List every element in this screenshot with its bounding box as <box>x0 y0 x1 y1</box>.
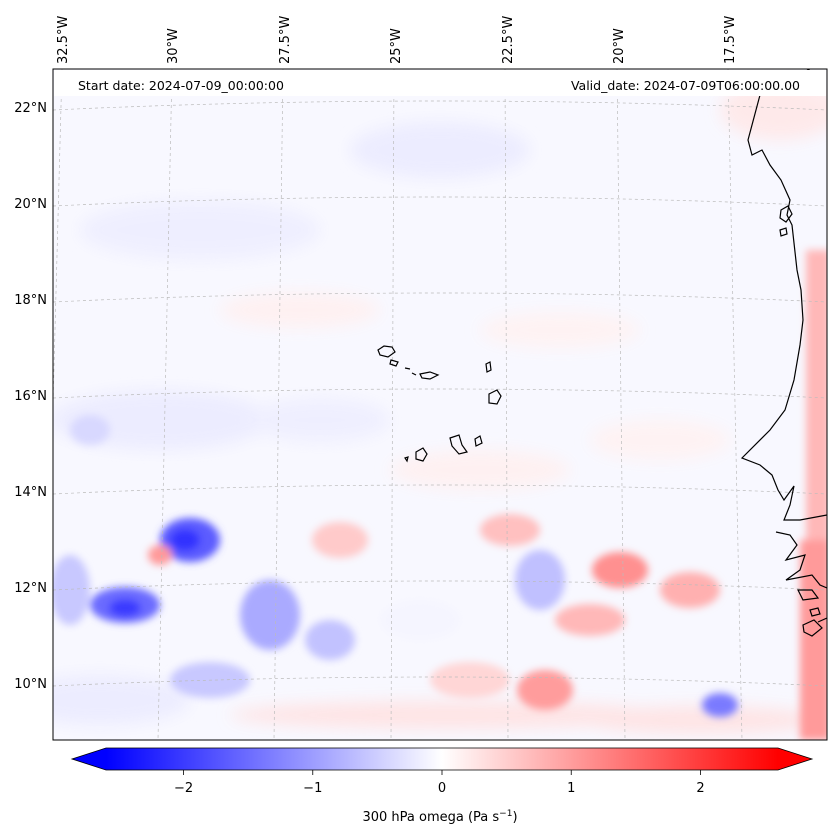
colorbar-outline <box>70 747 814 771</box>
colorbar-max-extend <box>778 748 812 770</box>
omega-field <box>53 69 827 740</box>
colorbar-tick-label: −1 <box>303 781 322 796</box>
lat-label-10n: 10°N <box>14 677 47 692</box>
lon-label-20w: 20°W <box>612 28 627 64</box>
subsidence-cell-12n-19w <box>592 552 648 588</box>
map-frame <box>52 68 828 741</box>
lon-label-30w: 30°W <box>166 28 181 64</box>
start-date-label: Start date: 2024-07-09_00:00:00 <box>78 78 284 93</box>
lat-label-22n: 22°N <box>14 101 47 116</box>
colorbar-tick-label: −2 <box>174 781 193 796</box>
colorbar-ticks: −2 −1 0 1 2 <box>174 770 705 796</box>
map-panel: Start date: 2024-07-09_00:00:00 Valid_da… <box>52 68 828 741</box>
colorbar-tick-label: 2 <box>696 781 704 796</box>
lon-label-22.5w: 22.5°W <box>501 16 516 64</box>
colorbar-tick-label: 0 <box>438 781 446 796</box>
colorbar-min-extend <box>72 748 106 770</box>
lat-label-12n: 12°N <box>14 581 47 596</box>
colorbar-gradient <box>106 748 778 770</box>
lon-label-27.5w: 27.5°W <box>278 16 293 64</box>
subsidence-cell-9n-22w <box>517 670 573 710</box>
valid-date-label: Valid_date: 2024-07-09T06:00:00.00 <box>571 78 800 93</box>
lon-label-17.5w: 17.5°W <box>723 16 738 64</box>
lat-label-16n: 16°N <box>14 389 47 404</box>
african-coastline <box>740 69 827 637</box>
cape-verde-islands <box>377 345 502 463</box>
lat-label-20n: 20°N <box>14 197 47 212</box>
map-gridlines <box>53 69 827 740</box>
colorbar-label: 300 hPa omega (Pa s−1) <box>362 809 517 825</box>
colorbar-tick-label: 1 <box>567 781 575 796</box>
lon-label-25w: 25°W <box>389 28 404 64</box>
lon-label-32.5w: 32.5°W <box>56 16 71 64</box>
lat-label-18n: 18°N <box>14 293 47 308</box>
latitude-labels: 22°N 20°N 18°N 16°N 14°N 12°N 10°N <box>14 101 47 692</box>
lat-label-14n: 14°N <box>14 485 47 500</box>
coastal-subsidence-band <box>806 250 827 550</box>
ascent-cell-12n-27w <box>240 580 300 650</box>
longitude-labels: 32.5°W 30°W 27.5°W 25°W 22.5°W 20°W 17.5… <box>56 16 738 64</box>
colorbar: −2 −1 0 1 2 300 hPa omega (Pa s−1) <box>70 747 814 825</box>
header-band <box>54 70 826 96</box>
